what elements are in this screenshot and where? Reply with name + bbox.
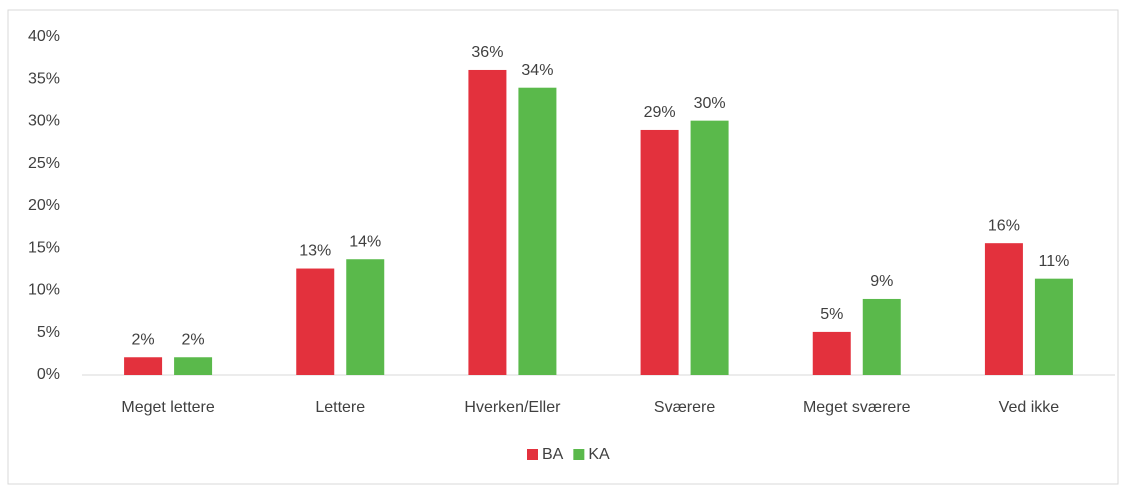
legend-swatch — [527, 449, 538, 460]
data-label: 16% — [988, 217, 1020, 234]
data-label: 36% — [471, 44, 503, 61]
y-tick-label: 20% — [28, 197, 60, 214]
legend-swatch — [573, 449, 585, 460]
bar — [174, 357, 213, 375]
y-tick-label: 30% — [28, 113, 60, 130]
data-label: 9% — [870, 273, 893, 290]
y-tick-label: 10% — [28, 282, 60, 299]
data-label: 13% — [299, 243, 331, 260]
bar — [640, 129, 679, 375]
bar — [468, 69, 507, 375]
data-label: 11% — [1038, 253, 1069, 270]
bar — [862, 298, 901, 375]
y-tick-label: 35% — [28, 70, 60, 87]
bar — [296, 268, 335, 375]
data-label: 34% — [521, 62, 553, 79]
bar — [984, 243, 1023, 375]
bar — [124, 357, 163, 375]
x-tick-label: Lettere — [315, 399, 365, 416]
x-tick-label: Ved ikke — [999, 399, 1060, 416]
legend-label: KA — [588, 446, 610, 463]
chart-border — [7, 9, 1119, 485]
legend-label: BA — [542, 446, 564, 463]
data-label: 2% — [182, 331, 205, 348]
x-tick-label: Sværere — [654, 399, 715, 416]
bar — [346, 259, 385, 375]
data-label: 2% — [132, 331, 155, 348]
data-label: 14% — [349, 233, 381, 250]
x-tick-label: Meget lettere — [121, 399, 214, 416]
bar — [518, 87, 557, 375]
y-tick-label: 5% — [37, 324, 60, 341]
data-label: 5% — [820, 306, 843, 323]
data-label: 30% — [694, 95, 726, 112]
y-tick-label: 15% — [28, 239, 60, 256]
y-tick-label: 0% — [37, 366, 60, 383]
y-tick-label: 25% — [28, 155, 60, 172]
x-tick-label: Meget sværere — [803, 399, 911, 416]
x-tick-label: Hverken/Eller — [464, 399, 561, 416]
bar — [1034, 278, 1073, 375]
y-tick-label: 40% — [28, 28, 60, 45]
bar — [690, 120, 729, 375]
bar — [812, 331, 851, 375]
data-label: 29% — [644, 104, 676, 121]
